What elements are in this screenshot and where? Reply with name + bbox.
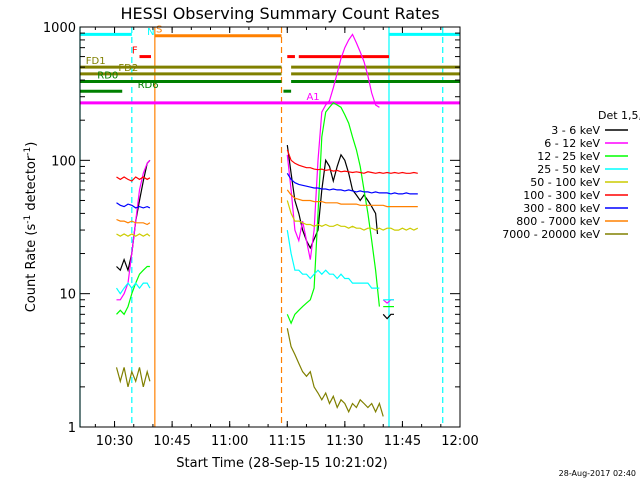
x-tick-label: 10:45: [153, 434, 190, 449]
series-4-line-1: [286, 200, 419, 231]
series-7-line-0: [116, 218, 151, 226]
chart-title: HESSI Observing Summary Count Rates: [120, 4, 439, 23]
flag-label-fd2: FD2: [118, 63, 138, 74]
y-tick-label: 100: [51, 154, 76, 169]
legend-label: 3 - 6 keV: [551, 124, 600, 137]
y-axis-ticks: 1 10 100 1000: [43, 21, 460, 436]
x-tick-label: 12:00: [441, 434, 478, 449]
x-tick-label: 11:00: [211, 434, 248, 449]
y-tick-label: 1: [68, 421, 76, 436]
y-tick-label: 10: [59, 288, 76, 303]
series-4-line-0: [116, 233, 151, 237]
flag-label-s: S: [156, 25, 162, 36]
legend-label: 6 - 12 keV: [544, 137, 600, 150]
flag-label-a1: A1: [306, 92, 319, 103]
legend-label: 7000 - 20000 keV: [502, 228, 600, 241]
series-6-line-0: [116, 202, 151, 209]
x-tick-label: 11:15: [269, 434, 306, 449]
legend-label: 300 - 800 keV: [523, 202, 600, 215]
series-3-line-0: [116, 282, 151, 295]
x-axis-label: Start Time (28-Sep-15 10:21:02): [176, 456, 387, 471]
plot-frame: [79, 26, 461, 428]
series-2-line-0: [116, 265, 150, 316]
series-1-line-1: [286, 33, 380, 260]
y-axis-label: Count Rate (s-1 detector-1): [23, 142, 39, 313]
series-0-line-0: [116, 159, 151, 273]
series-lines: [115, 33, 419, 417]
series-5-line-0: [116, 176, 151, 182]
flag-label-rd6: RD6: [138, 80, 159, 91]
legend-label: 100 - 300 keV: [523, 189, 600, 202]
series-2-line-1: [286, 102, 380, 325]
flag-label-rd0: RD0: [97, 71, 118, 82]
legend-title: Det 1,5,7: [598, 109, 640, 122]
x-tick-label: 11:45: [384, 434, 421, 449]
series-6-line-1: [286, 172, 418, 195]
x-tick-label: 10:30: [96, 434, 133, 449]
series-8-line-1: [286, 328, 384, 417]
legend-label: 25 - 50 keV: [537, 163, 600, 176]
legend-label: 800 - 7000 keV: [516, 215, 600, 228]
series-0-line-2: [382, 313, 394, 320]
series-5-line-1: [286, 149, 418, 174]
x-axis-ticks: 10:30 10:45 11:00 11:15 11:30 11:45 12:00: [94, 27, 479, 449]
x-tick-label: 11:30: [326, 434, 363, 449]
legend-label: 50 - 100 keV: [530, 176, 600, 189]
flag-label-f: F: [132, 46, 138, 57]
flag-label-fd1: FD1: [86, 56, 106, 67]
series-1-line-0: [116, 159, 151, 301]
series-7-line-1: [286, 189, 418, 208]
legend-label: 12 - 25 keV: [537, 150, 600, 163]
timestamp: 28-Aug-2017 02:40: [559, 469, 636, 478]
flag-label-n: N: [147, 27, 154, 38]
series-8-line-0: [115, 367, 151, 388]
series-3-line-1: [286, 230, 380, 289]
y-tick-label: 1000: [43, 21, 76, 36]
